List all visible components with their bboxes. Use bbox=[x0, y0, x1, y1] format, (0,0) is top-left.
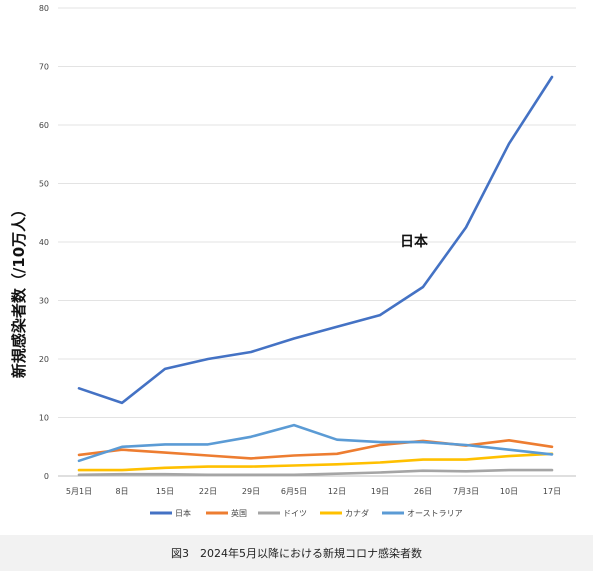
y-tick-label: 60 bbox=[39, 121, 49, 130]
y-axis-label: 新規感染者数（/10万人） bbox=[10, 202, 28, 378]
y-tick-label: 30 bbox=[39, 297, 49, 306]
line-chart: 0 10 20 30 40 50 60 70 80 5月1日 8日 15日 22日 29日 6月5日 12日… bbox=[10, 4, 576, 518]
x-tick-label: 8日 bbox=[115, 487, 128, 496]
y-tick-label: 10 bbox=[39, 414, 49, 423]
x-tick-label: 12日 bbox=[328, 487, 346, 496]
figure-caption: 図3 2024年5月以降における新規コロナ感染者数 bbox=[0, 535, 593, 571]
x-tick-label: 29日 bbox=[242, 487, 260, 496]
x-tick-label: 5月1日 bbox=[66, 487, 92, 496]
x-tick-label: 7月3日 bbox=[453, 487, 479, 496]
x-axis-ticks: 5月1日 8日 15日 22日 29日 6月5日 12日 19日 26日 7月3日 10日 17日 bbox=[66, 487, 561, 496]
y-axis-ticks: 0 10 20 30 40 50 60 70 80 bbox=[39, 4, 49, 481]
series-line bbox=[77, 423, 554, 463]
chart-area: 0 10 20 30 40 50 60 70 80 5月1日 8日 15日 22日 29日 6月5日 12日… bbox=[10, 4, 576, 518]
series-line bbox=[77, 438, 554, 460]
x-tick-label: 26日 bbox=[414, 487, 432, 496]
annotations: 日本 bbox=[400, 233, 429, 250]
series-line bbox=[77, 75, 554, 405]
x-tick-label: 22日 bbox=[199, 487, 217, 496]
x-tick-label: 15日 bbox=[156, 487, 174, 496]
series-line bbox=[77, 468, 554, 477]
y-tick-label: 20 bbox=[39, 355, 49, 364]
y-tick-label: 50 bbox=[39, 180, 49, 189]
legend-label: 英国 bbox=[231, 508, 247, 518]
legend-label: 日本 bbox=[175, 508, 191, 518]
x-tick-label: 10日 bbox=[500, 487, 518, 496]
series-line bbox=[77, 452, 554, 472]
legend: 日本 英国 ドイツ カナダ オーストラリア bbox=[150, 508, 463, 518]
legend-label: カナダ bbox=[345, 508, 369, 518]
y-tick-label: 80 bbox=[39, 4, 49, 13]
gridlines bbox=[58, 7, 576, 477]
legend-label: ドイツ bbox=[283, 509, 307, 518]
series-lines bbox=[77, 75, 554, 477]
annotation-label: 日本 bbox=[400, 233, 429, 250]
x-tick-label: 6月5日 bbox=[281, 487, 307, 496]
y-tick-label: 70 bbox=[39, 63, 49, 72]
x-tick-label: 19日 bbox=[371, 487, 389, 496]
y-tick-label: 0 bbox=[44, 472, 49, 481]
x-tick-label: 17日 bbox=[543, 487, 561, 496]
y-tick-label: 40 bbox=[39, 238, 49, 247]
legend-label: オーストラリア bbox=[407, 509, 463, 518]
